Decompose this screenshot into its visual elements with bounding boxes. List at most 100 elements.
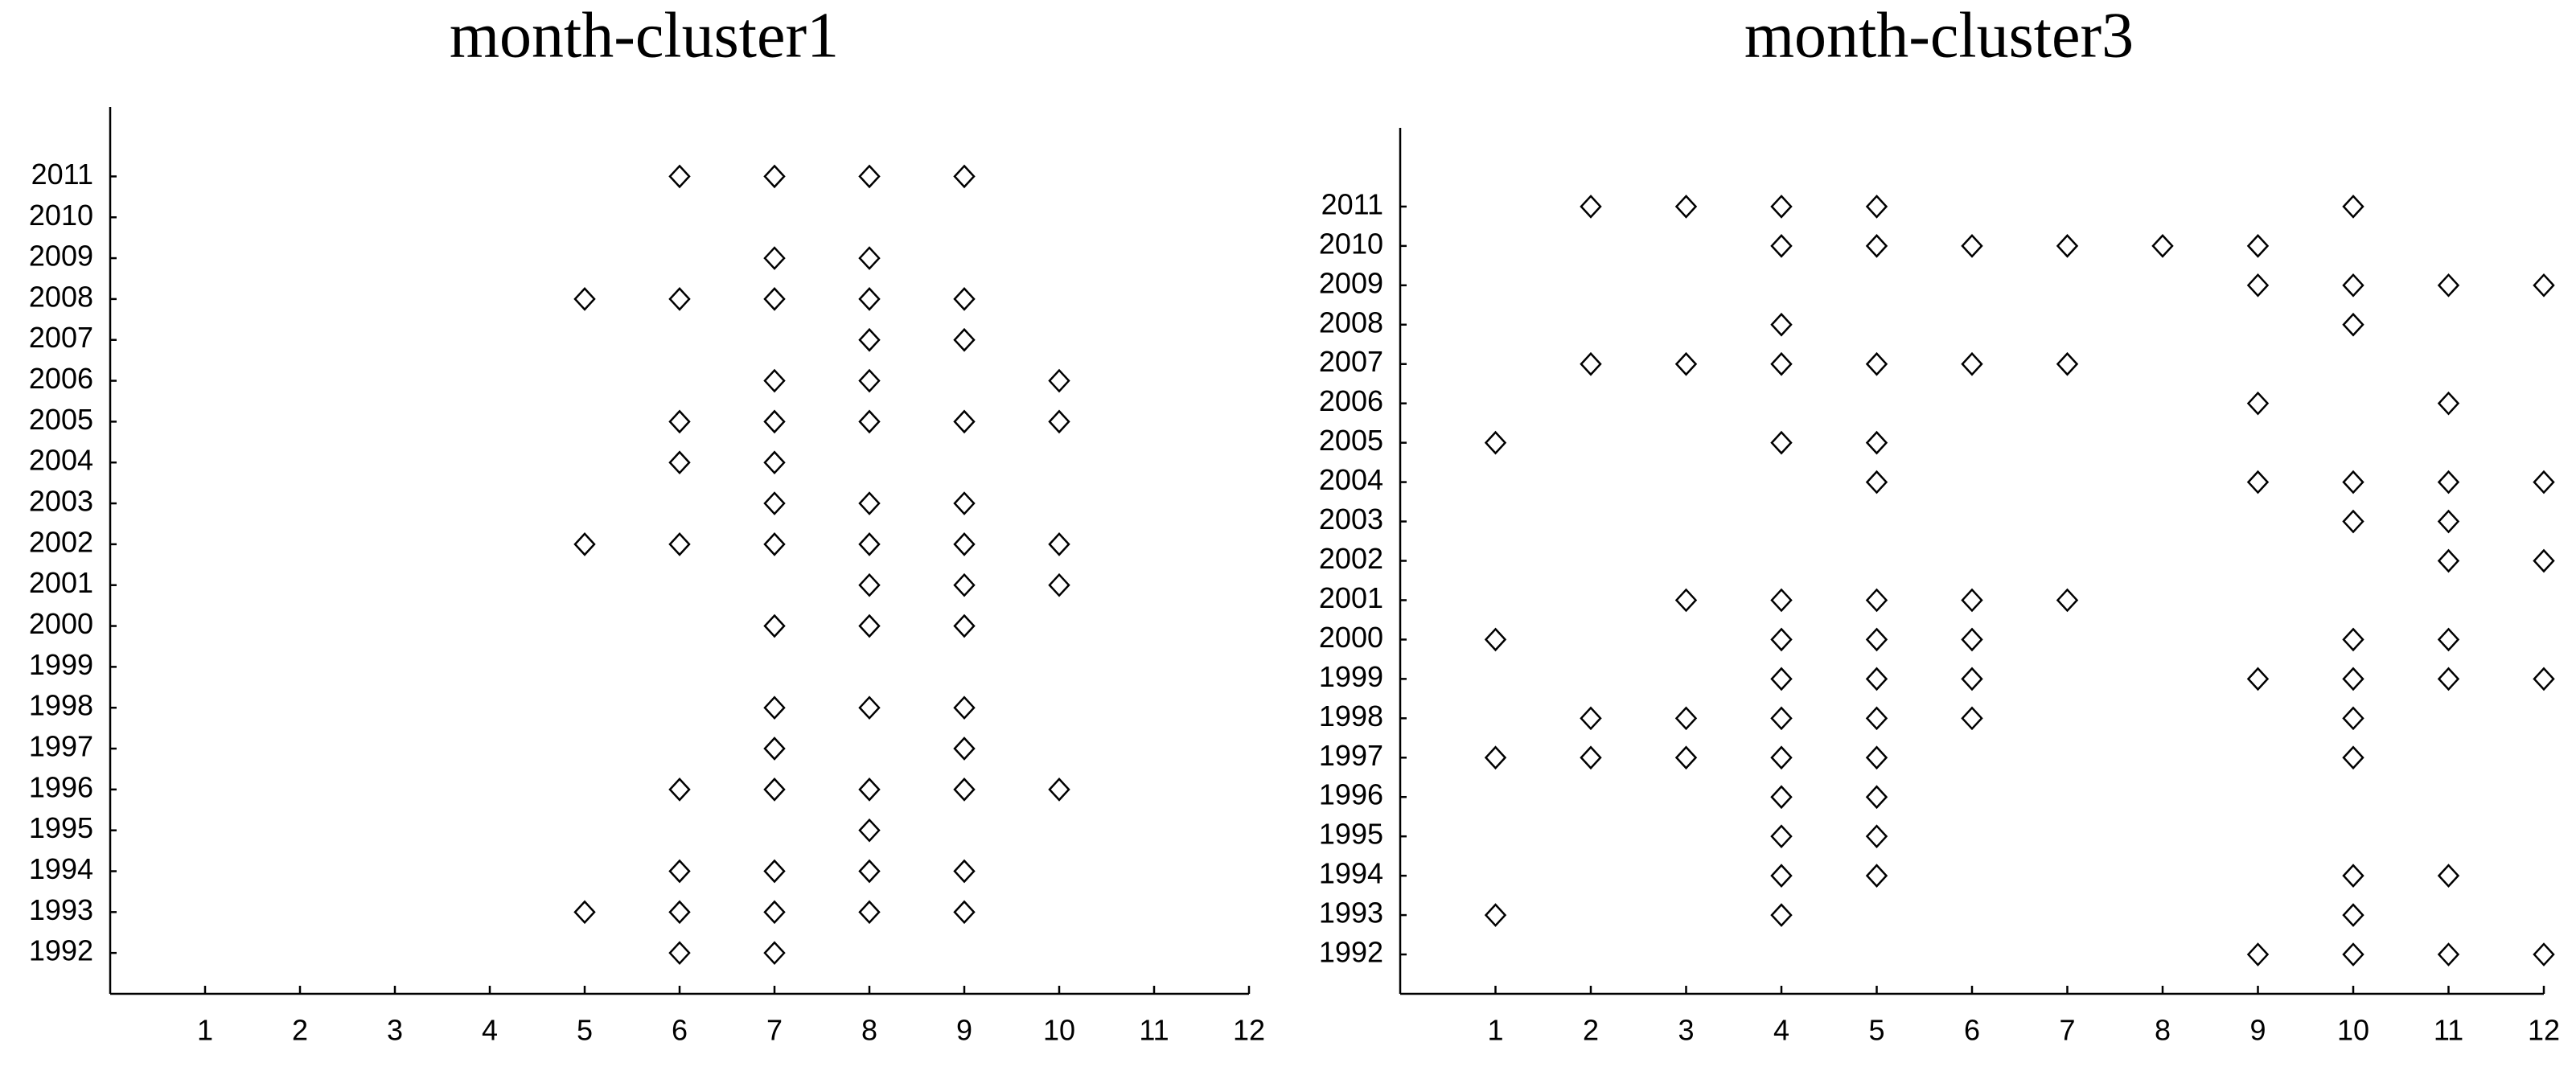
y-tick-label: 2001 bbox=[29, 566, 93, 599]
diamond-marker bbox=[668, 941, 691, 966]
diamond-marker bbox=[668, 532, 691, 556]
diamond-marker bbox=[1674, 588, 1698, 613]
diamond-marker bbox=[1865, 785, 1888, 810]
y-tick-label: 1997 bbox=[29, 730, 93, 763]
diamond-marker bbox=[763, 900, 786, 925]
y-tick-label: 2004 bbox=[29, 444, 93, 477]
x-tick-label: 5 bbox=[1868, 1014, 1884, 1047]
diamond-marker bbox=[2151, 234, 2174, 258]
y-tick-label: 1995 bbox=[1319, 818, 1383, 851]
x-tick-label: 1 bbox=[197, 1014, 213, 1047]
x-tick-label: 11 bbox=[1139, 1014, 1169, 1047]
diamond-marker bbox=[953, 900, 976, 925]
diamond-marker bbox=[1674, 351, 1698, 376]
y-tick-label: 1992 bbox=[29, 934, 93, 967]
diamond-marker bbox=[1865, 234, 1888, 258]
diamond-marker bbox=[953, 287, 976, 311]
y-tick-label: 2007 bbox=[29, 321, 93, 354]
diamond-marker bbox=[1961, 588, 1983, 613]
diamond-marker bbox=[2246, 470, 2270, 494]
diamond-marker bbox=[1048, 368, 1070, 393]
diamond-marker bbox=[953, 613, 976, 638]
diamond-marker bbox=[1865, 706, 1888, 731]
diamond-marker bbox=[858, 572, 881, 597]
diamond-marker bbox=[1048, 572, 1070, 597]
diamond-marker bbox=[2533, 273, 2555, 298]
diamond-marker bbox=[763, 246, 786, 270]
x-tick-label: 9 bbox=[956, 1014, 972, 1047]
diamond-marker bbox=[2056, 351, 2079, 376]
diamond-marker bbox=[953, 491, 976, 515]
y-tick-label: 1994 bbox=[1319, 857, 1383, 890]
diamond-marker bbox=[953, 859, 976, 884]
diamond-marker bbox=[763, 164, 786, 189]
x-tick-label: 11 bbox=[2434, 1014, 2463, 1047]
diamond-marker bbox=[2533, 942, 2555, 966]
y-tick-label: 1996 bbox=[1319, 778, 1383, 811]
diamond-marker bbox=[763, 778, 786, 802]
diamond-marker bbox=[858, 900, 881, 925]
diamond-marker bbox=[2533, 548, 2555, 573]
diamond-marker bbox=[2246, 234, 2270, 258]
chart-title: month-cluster1 bbox=[450, 0, 839, 71]
x-tick-label: 12 bbox=[2528, 1014, 2560, 1047]
diamond-marker bbox=[1580, 195, 1602, 219]
y-tick-label: 1998 bbox=[1319, 700, 1383, 732]
diamond-marker bbox=[1484, 627, 1507, 652]
diamond-marker bbox=[763, 287, 786, 311]
x-tick-label: 2 bbox=[292, 1014, 308, 1047]
diamond-marker bbox=[1770, 627, 1793, 652]
diamond-marker bbox=[1865, 627, 1888, 652]
diamond-marker bbox=[2342, 312, 2364, 337]
x-tick-label: 1 bbox=[1487, 1014, 1503, 1047]
diamond-marker bbox=[1770, 234, 1793, 258]
diamond-marker bbox=[1048, 532, 1070, 556]
diamond-marker bbox=[1484, 745, 1507, 770]
diamond-marker bbox=[2342, 864, 2364, 888]
y-tick-label: 1999 bbox=[29, 648, 93, 681]
diamond-marker bbox=[2246, 273, 2270, 298]
diamond-marker bbox=[1770, 588, 1793, 613]
diamond-marker bbox=[2437, 470, 2460, 494]
diamond-marker bbox=[1865, 824, 1888, 849]
diamond-marker bbox=[1961, 667, 1983, 691]
diamond-marker bbox=[1961, 234, 1983, 258]
y-tick-label: 1993 bbox=[1319, 897, 1383, 929]
y-tick-label: 2001 bbox=[1319, 581, 1383, 614]
diamond-marker bbox=[2437, 864, 2460, 888]
diamond-marker bbox=[953, 696, 976, 720]
y-tick-label: 1997 bbox=[1319, 739, 1383, 772]
diamond-marker bbox=[858, 287, 881, 311]
diamond-marker bbox=[573, 287, 596, 311]
diamond-marker bbox=[1865, 588, 1888, 613]
y-tick-label: 1996 bbox=[29, 770, 93, 803]
y-tick-label: 2002 bbox=[29, 525, 93, 558]
diamond-marker bbox=[1048, 409, 1070, 434]
diamond-marker bbox=[1865, 430, 1888, 455]
diamond-marker bbox=[1961, 706, 1983, 731]
chart-title: month-cluster3 bbox=[1744, 0, 2134, 71]
diamond-marker bbox=[2342, 195, 2364, 219]
diamond-marker bbox=[763, 368, 786, 393]
diamond-marker bbox=[858, 613, 881, 638]
y-tick-label: 1993 bbox=[29, 893, 93, 926]
y-tick-label: 2009 bbox=[29, 240, 93, 273]
diamond-marker bbox=[953, 327, 976, 352]
diamond-marker bbox=[2437, 942, 2460, 966]
diamond-marker bbox=[2342, 509, 2364, 534]
diamond-marker bbox=[668, 778, 691, 802]
diamond-marker bbox=[858, 859, 881, 884]
diamond-marker bbox=[858, 818, 881, 843]
diamond-marker bbox=[953, 409, 976, 434]
y-tick-label: 2003 bbox=[1319, 503, 1383, 536]
y-tick-label: 2000 bbox=[29, 607, 93, 640]
diamond-marker bbox=[1865, 864, 1888, 888]
diamond-marker bbox=[2437, 273, 2460, 298]
diamond-marker bbox=[2342, 942, 2364, 966]
x-tick-label: 8 bbox=[2155, 1014, 2171, 1047]
x-tick-label: 7 bbox=[2059, 1014, 2075, 1047]
diamond-marker bbox=[1865, 745, 1888, 770]
diamond-marker bbox=[858, 778, 881, 802]
diamond-marker bbox=[953, 572, 976, 597]
